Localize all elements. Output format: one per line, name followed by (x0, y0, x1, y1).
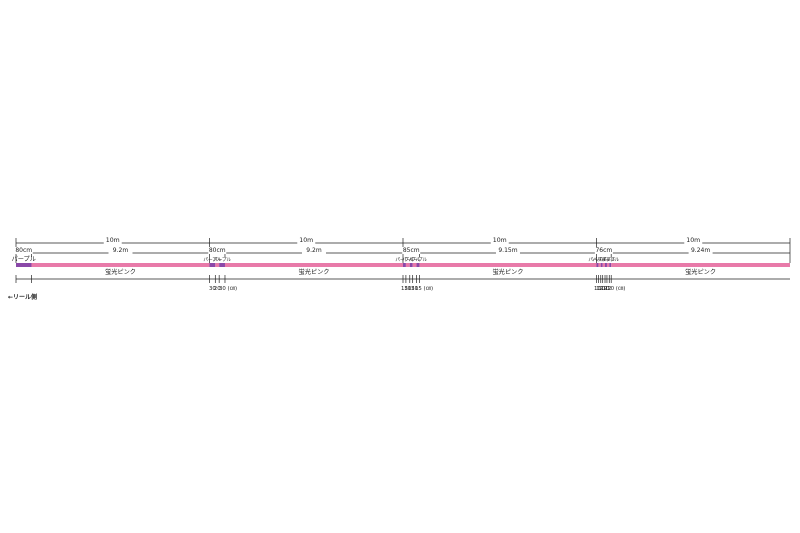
pink-length-label: 9.2m (113, 247, 129, 254)
label-backdrop (108, 247, 133, 254)
color-segment-purple (600, 263, 603, 267)
segment-length-label: 15 (401, 286, 408, 292)
color-segment-pink (419, 263, 597, 267)
color-segment-purple (16, 263, 32, 267)
color-segment-purple (609, 263, 612, 267)
segment-label-purple: パープル (409, 257, 428, 263)
label-backdrop (594, 247, 613, 254)
segment-length-label: 15 (408, 286, 415, 292)
segment-label-purple: パープル (203, 257, 222, 263)
label-backdrop (688, 247, 713, 254)
color-segment-purple (409, 263, 413, 267)
pattern-length-label: 76cm (595, 247, 612, 254)
color-segment-pink (412, 263, 417, 267)
color-segment-pink (611, 263, 790, 267)
color-segment-purple (209, 263, 216, 267)
segment-label-purple: パープル (601, 257, 620, 263)
segment-length-label: 12 (605, 286, 612, 292)
segment-label-purple: パープル (402, 257, 421, 263)
segment-label-purple: パープル (213, 257, 232, 263)
label-backdrop (103, 237, 122, 244)
color-segment-pink (606, 263, 610, 267)
section-length-label: 10m (299, 237, 313, 244)
segment-length-label: 10 (603, 286, 610, 292)
segment-length-label: 30 (209, 286, 216, 292)
label-backdrop (684, 237, 703, 244)
section-length-label: 10m (686, 237, 700, 244)
reel-side-label: ←リール側 (8, 293, 37, 301)
color-segment-purple (416, 263, 420, 267)
color-segment-purple (596, 263, 599, 267)
color-segment-purple (219, 263, 225, 267)
segment-length-label: 20 (214, 286, 221, 292)
segment-length-label: 12 (600, 286, 607, 292)
segment-length-label: 20 (404, 286, 411, 292)
segment-length-label: 10 (598, 286, 605, 292)
segment-length-label: 12 (596, 286, 603, 292)
segment-label-purple: パープル (12, 256, 36, 263)
color-segment-pink (215, 263, 220, 267)
segment-label-pink: 蛍光ピンク (493, 268, 524, 276)
pattern-length-label: 80cm (209, 247, 226, 254)
pink-length-label: 9.24m (691, 247, 710, 254)
label-backdrop (402, 247, 421, 254)
segment-label-pink: 蛍光ピンク (105, 268, 136, 276)
pattern-length-label: 80cm (15, 247, 32, 254)
color-segment-purple (605, 263, 607, 267)
segment-length-label: 30 (㎝) (219, 286, 237, 292)
label-backdrop (301, 247, 326, 254)
segment-length-label: 10 (594, 286, 601, 292)
color-segment-pink (602, 263, 606, 267)
segment-length-label: 15 (㎝) (415, 286, 433, 292)
segment-label-purple: パープル (588, 257, 607, 263)
section-length-label: 10m (106, 237, 120, 244)
label-backdrop (14, 247, 33, 254)
pattern-length-label: 85cm (403, 247, 420, 254)
color-segment-pink (598, 263, 601, 267)
label-backdrop (297, 237, 316, 244)
color-segment-pink (224, 263, 403, 267)
color-segment-pink (31, 263, 210, 267)
color-segment-pink (405, 263, 410, 267)
pink-length-label: 9.2m (306, 247, 322, 254)
section-length-label: 10m (493, 237, 507, 244)
segment-label-purple: パープル (597, 257, 616, 263)
label-backdrop (495, 247, 520, 254)
pink-length-label: 9.15m (498, 247, 517, 254)
segment-label-pink: 蛍光ピンク (685, 268, 716, 276)
segment-label-pink: 蛍光ピンク (299, 268, 330, 276)
color-segment-purple (403, 263, 406, 267)
label-backdrop (208, 247, 227, 254)
segment-length-label: 10 (㎝) (607, 286, 625, 292)
label-backdrop (490, 237, 509, 244)
segment-label-purple: パープル (395, 257, 414, 263)
segment-length-label: 20 (411, 286, 418, 292)
segment-label-purple: パープル (593, 257, 612, 263)
